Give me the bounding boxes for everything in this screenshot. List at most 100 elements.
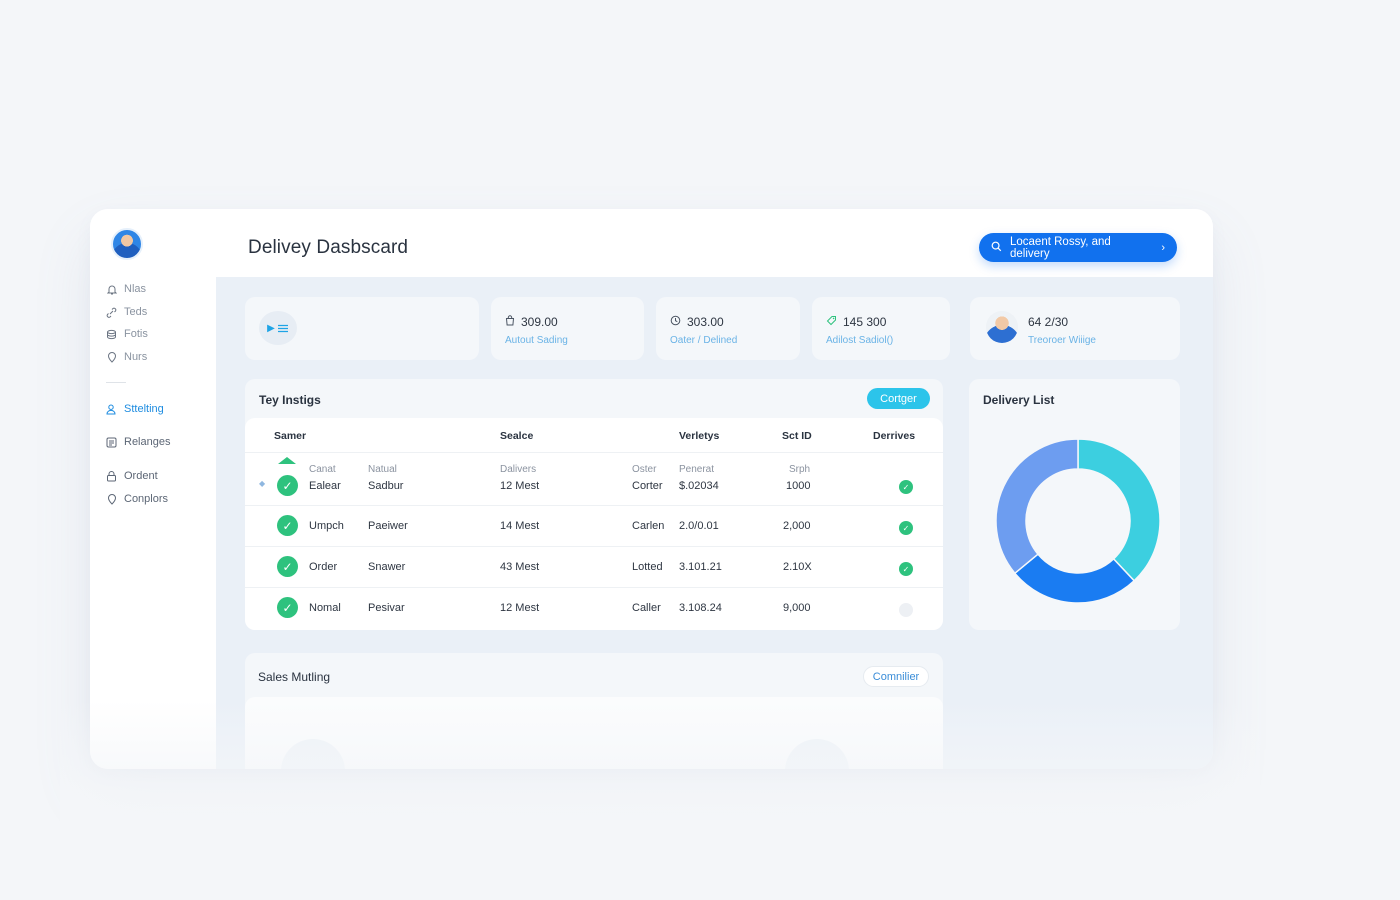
play-list-icon[interactable]: ▶ xyxy=(259,311,297,345)
donut-segment-2[interactable] xyxy=(995,438,1079,575)
sidebar-item-sttelting[interactable]: Sttelting xyxy=(106,403,164,415)
sidebar-item-nurs[interactable]: Nurs xyxy=(106,351,147,363)
sales-card: Sales Mutling Comnilier xyxy=(245,653,943,769)
donut-segment-1[interactable] xyxy=(1013,553,1136,604)
stat-card[interactable]: 303.00 Oater / Delined xyxy=(656,297,800,360)
delivery-list-card: Delivery List xyxy=(969,379,1180,630)
check-icon: ✓ xyxy=(277,515,298,536)
sales-title: Sales Mutling xyxy=(258,670,331,684)
tag-icon xyxy=(826,315,837,329)
sidebar-item-label: Fotis xyxy=(124,328,148,340)
location-pin-icon xyxy=(106,351,117,363)
table-cell: Lotted xyxy=(632,561,663,573)
stat-value: 64 2/30 xyxy=(1028,315,1069,329)
delivered-check-icon[interactable]: ✓ xyxy=(899,562,913,576)
table-cell: 12 Mest xyxy=(500,602,540,614)
sidebar-item-label: Conplors xyxy=(124,493,169,505)
table-cell: 9,000 xyxy=(783,602,811,614)
bell-icon xyxy=(106,284,117,295)
database-icon xyxy=(106,329,117,340)
media-card[interactable]: ▶ xyxy=(245,297,479,360)
table-cell: Natual xyxy=(368,464,397,475)
locate-delivery-button[interactable]: Locaent Rossy, and delivery › xyxy=(979,233,1177,262)
table-cell: Snawer xyxy=(368,561,406,573)
location-pin-icon xyxy=(106,493,117,505)
table-cell: 12 Mest xyxy=(500,480,540,492)
table-cell: Umpch xyxy=(309,520,344,532)
table-cell: 43 Mest xyxy=(500,561,540,573)
link-icon xyxy=(106,307,117,318)
table-cell: Caller xyxy=(632,602,661,614)
chevron-right-icon: › xyxy=(1161,241,1165,254)
divider xyxy=(245,587,943,588)
check-icon: ✓ xyxy=(277,475,298,496)
delivered-check-icon[interactable]: ✓ xyxy=(899,480,913,494)
avatar-icon xyxy=(986,311,1018,343)
stat-card[interactable]: 309.00 Autout Sading xyxy=(491,297,644,360)
delivery-donut-chart xyxy=(995,438,1161,604)
placeholder-shape xyxy=(281,739,345,769)
search-icon xyxy=(991,241,1002,255)
placeholder-shape xyxy=(785,739,849,769)
table-cell: Srph xyxy=(789,464,811,475)
stat-label: Autout Sading xyxy=(505,335,568,346)
sidebar: Nlas Teds Fotis Nurs Sttelting xyxy=(90,209,216,769)
stat-card[interactable]: 145 300 Adilost Sadiol() xyxy=(812,297,950,360)
column-header[interactable]: Verletys xyxy=(679,430,720,442)
table-cell: Carlen xyxy=(632,520,665,532)
stat-label: Treoroer Wiiige xyxy=(1028,335,1096,346)
divider xyxy=(245,505,943,506)
header: Delivey Dasbscard Locaent Rossy, and del… xyxy=(216,209,1213,277)
table-cell: Corter xyxy=(632,480,663,492)
insights-action-button[interactable]: Cortger xyxy=(867,388,930,409)
table-cell: Ealear xyxy=(309,480,341,492)
sidebar-item-teds[interactable]: Teds xyxy=(106,306,147,318)
divider xyxy=(245,452,943,453)
sidebar-item-nlas[interactable]: Nlas xyxy=(106,283,146,295)
table-cell: 2.0/0.01 xyxy=(679,520,719,532)
sidebar-item-relanges[interactable]: Relanges xyxy=(106,436,170,448)
stat-card[interactable]: 64 2/30 Treoroer Wiiige xyxy=(970,297,1180,360)
column-header[interactable]: Derrives xyxy=(873,430,916,442)
column-header[interactable]: Sealce xyxy=(500,430,534,442)
table-cell: Paeiwer xyxy=(368,520,408,532)
list-icon xyxy=(106,437,117,448)
delivered-check-icon[interactable]: ✓ xyxy=(899,521,913,535)
table-cell: Canat xyxy=(309,464,336,475)
divider xyxy=(245,546,943,547)
avatar[interactable] xyxy=(111,228,143,260)
delivery-list-title: Delivery List xyxy=(983,393,1055,407)
insights-table: Samer Sealce Verletys Sct ID Derrives ◆ … xyxy=(245,418,943,630)
sidebar-item-ordent[interactable]: Ordent xyxy=(106,470,158,482)
stat-label: Adilost Sadiol() xyxy=(826,335,894,346)
sidebar-item-fotis[interactable]: Fotis xyxy=(106,328,148,340)
insights-title: Tey Instigs xyxy=(259,393,321,407)
row-marker-icon: ◆ xyxy=(259,479,266,488)
sidebar-item-label: Relanges xyxy=(124,436,171,448)
user-icon xyxy=(106,404,117,415)
table-cell: Sadbur xyxy=(368,480,404,492)
sidebar-item-label: Nurs xyxy=(124,351,148,363)
table-cell: Pesivar xyxy=(368,602,405,614)
clock-icon xyxy=(670,315,681,329)
table-cell: 14 Mest xyxy=(500,520,540,532)
dashboard-window: Nlas Teds Fotis Nurs Sttelting xyxy=(90,209,1213,769)
table-cell: Nomal xyxy=(309,602,341,614)
column-header[interactable]: Samer xyxy=(274,430,307,442)
pending-status-icon[interactable] xyxy=(899,603,913,617)
table-cell: Penerat xyxy=(679,464,715,475)
sidebar-item-label: Ordent xyxy=(124,470,158,482)
lock-icon xyxy=(106,470,117,482)
bag-icon xyxy=(505,315,515,329)
stat-label: Oater / Delined xyxy=(670,335,738,346)
sales-action-button[interactable]: Comnilier xyxy=(863,666,929,687)
table-cell: 1000 xyxy=(786,480,811,492)
sidebar-item-conplors[interactable]: Conplors xyxy=(106,493,168,505)
donut-segment-0[interactable] xyxy=(1077,438,1161,582)
stat-value: 303.00 xyxy=(687,315,724,329)
column-header[interactable]: Sct ID xyxy=(782,430,812,442)
locate-delivery-label: Locaent Rossy, and delivery xyxy=(1010,235,1111,260)
caret-up-icon xyxy=(278,457,296,464)
page-title: Delivey Dasbscard xyxy=(248,237,409,258)
sidebar-item-label: Sttelting xyxy=(124,403,164,415)
